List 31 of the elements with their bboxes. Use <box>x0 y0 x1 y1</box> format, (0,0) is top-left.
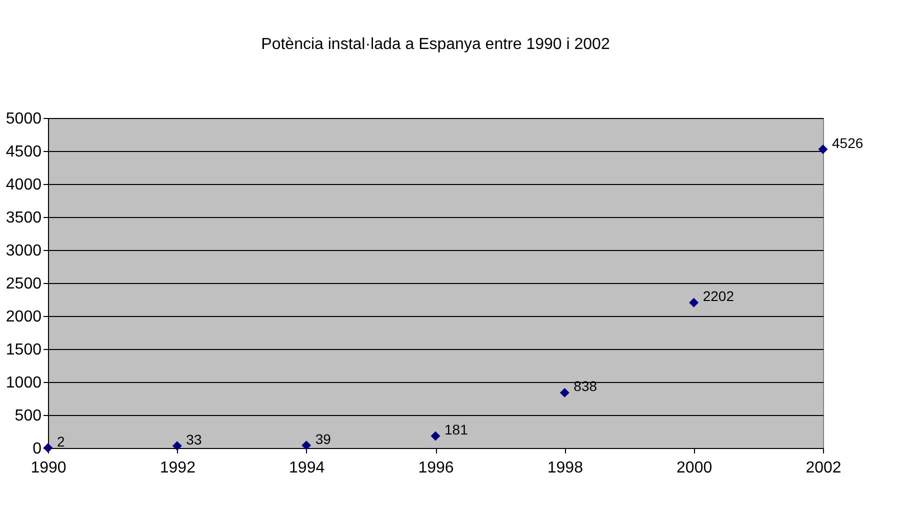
y-tick-label: 2500 <box>6 276 42 292</box>
y-tick-label: 4500 <box>6 144 42 160</box>
point <box>302 440 312 450</box>
x-tick-label: 2000 <box>676 460 712 476</box>
x-tick-label: 2002 <box>806 460 842 476</box>
data-label: 181 <box>444 422 468 438</box>
y-tick-label: 1000 <box>6 374 42 392</box>
y-tick-label: 0 <box>32 440 42 458</box>
x-tick-label: 1998 <box>547 460 584 476</box>
point <box>172 441 182 451</box>
x-tick-label: 1996 <box>418 460 454 476</box>
x-tick-label: 1992 <box>160 460 196 476</box>
y-tick-label: 3500 <box>6 210 42 226</box>
data-label: 39 <box>315 430 332 447</box>
y-tick-label: 2000 <box>6 308 42 326</box>
y-tick-label: 5000 <box>6 110 42 128</box>
point <box>818 144 828 154</box>
x-tick-label: 1994 <box>289 460 325 476</box>
y-tick-label: 4000 <box>6 176 42 194</box>
point <box>689 298 699 308</box>
data-label: 2202 <box>702 288 734 304</box>
point <box>430 431 440 441</box>
y-tick-label: 1500 <box>6 342 42 358</box>
point <box>560 388 570 398</box>
x-tick-label: 1990 <box>30 460 66 476</box>
data-label: 2 <box>57 433 65 450</box>
data-label: 4526 <box>832 134 864 151</box>
chart-title: Potència instal·lada a Espanya entre 1990 i 2002 <box>261 36 610 53</box>
y-tick-label: 500 <box>14 408 42 424</box>
data-label: 33 <box>186 431 202 448</box>
y-tick-label: 3000 <box>6 242 42 260</box>
